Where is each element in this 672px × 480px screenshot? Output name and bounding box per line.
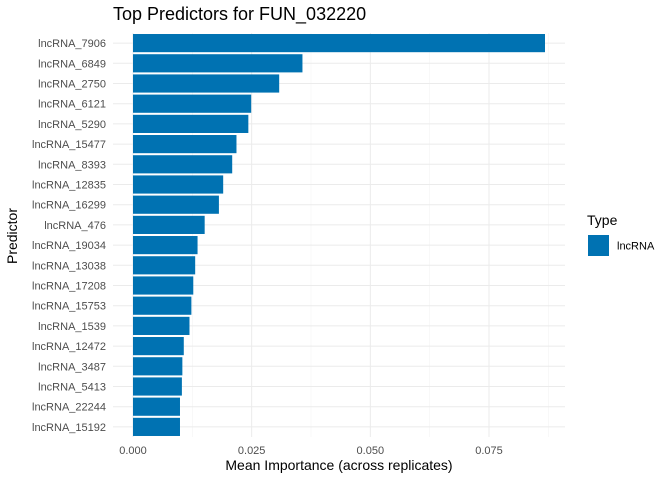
y-tick-label: lncRNA_16299 — [32, 200, 106, 212]
bar-lncrna-15753 — [133, 296, 192, 315]
bar-lncrna-3487 — [133, 357, 183, 376]
y-tick-label: lncRNA_6849 — [38, 58, 106, 70]
bar-lncrna-17208 — [133, 276, 194, 295]
bar-lncrna-13038 — [133, 256, 196, 275]
legend-key-lncrna — [588, 235, 609, 256]
y-tick-label: lncRNA_6121 — [38, 99, 106, 111]
y-tick-label: lncRNA_12472 — [32, 341, 106, 353]
y-tick-label: lncRNA_13038 — [32, 260, 106, 272]
bar-lncrna-12835 — [133, 175, 224, 194]
y-axis-title: Predictor — [4, 208, 20, 264]
bar-lncrna-22244 — [133, 397, 180, 416]
bar-lncrna-8393 — [133, 155, 233, 174]
bar-lncrna-476 — [133, 215, 205, 234]
y-tick-label: lncRNA_476 — [44, 220, 106, 232]
y-tick-label: lncRNA_15192 — [32, 422, 106, 434]
legend-label-lncrna: lncRNA — [617, 241, 655, 253]
y-tick-label: lncRNA_15477 — [32, 139, 106, 151]
y-tick-label: lncRNA_19034 — [32, 240, 106, 252]
bar-lncrna-16299 — [133, 195, 219, 214]
x-tick-label: 0.075 — [475, 445, 503, 457]
x-tick-labels: 0.000 0.025 0.050 0.075 — [119, 445, 503, 457]
grid — [113, 33, 565, 437]
bar-lncrna-5290 — [133, 114, 249, 133]
bar-lncrna-6121 — [133, 94, 252, 113]
bars — [133, 34, 545, 436]
y-tick-label: lncRNA_5290 — [38, 119, 106, 131]
bar-lncrna-5413 — [133, 377, 182, 396]
bar-lncrna-6849 — [133, 54, 303, 73]
legend: Type lncRNA — [587, 212, 655, 256]
bar-lncrna-2750 — [133, 74, 280, 93]
y-tick-label: lncRNA_3487 — [38, 361, 106, 373]
y-tick-label: lncRNA_15753 — [32, 301, 106, 313]
y-tick-label: lncRNA_5413 — [38, 382, 106, 394]
y-tick-label: lncRNA_17208 — [32, 281, 106, 293]
y-tick-label: lncRNA_7906 — [38, 38, 106, 50]
bar-lncrna-19034 — [133, 236, 198, 255]
bar-lncrna-15192 — [133, 417, 180, 436]
y-tick-label: lncRNA_12835 — [32, 180, 106, 192]
y-tick-label: lncRNA_1539 — [38, 321, 106, 333]
y-tick-label: lncRNA_8393 — [38, 159, 106, 171]
y-tick-label: lncRNA_2750 — [38, 79, 106, 91]
y-tick-label: lncRNA_22244 — [32, 402, 106, 414]
chart-title: Top Predictors for FUN_032220 — [113, 4, 366, 25]
x-tick-label: 0.025 — [238, 445, 266, 457]
x-tick-label: 0.050 — [357, 445, 385, 457]
x-tick-label: 0.000 — [119, 445, 147, 457]
y-tick-labels: lncRNA_7906 lncRNA_6849 lncRNA_2750 lncRNA_… — [32, 38, 106, 434]
bar-lncrna-12472 — [133, 337, 184, 356]
bar-lncrna-15477 — [133, 135, 237, 154]
x-axis-title: Mean Importance (across replicates) — [225, 457, 452, 473]
bar-lncrna-7906 — [133, 34, 545, 53]
legend-title: Type — [587, 212, 618, 228]
bar-lncrna-1539 — [133, 316, 190, 335]
